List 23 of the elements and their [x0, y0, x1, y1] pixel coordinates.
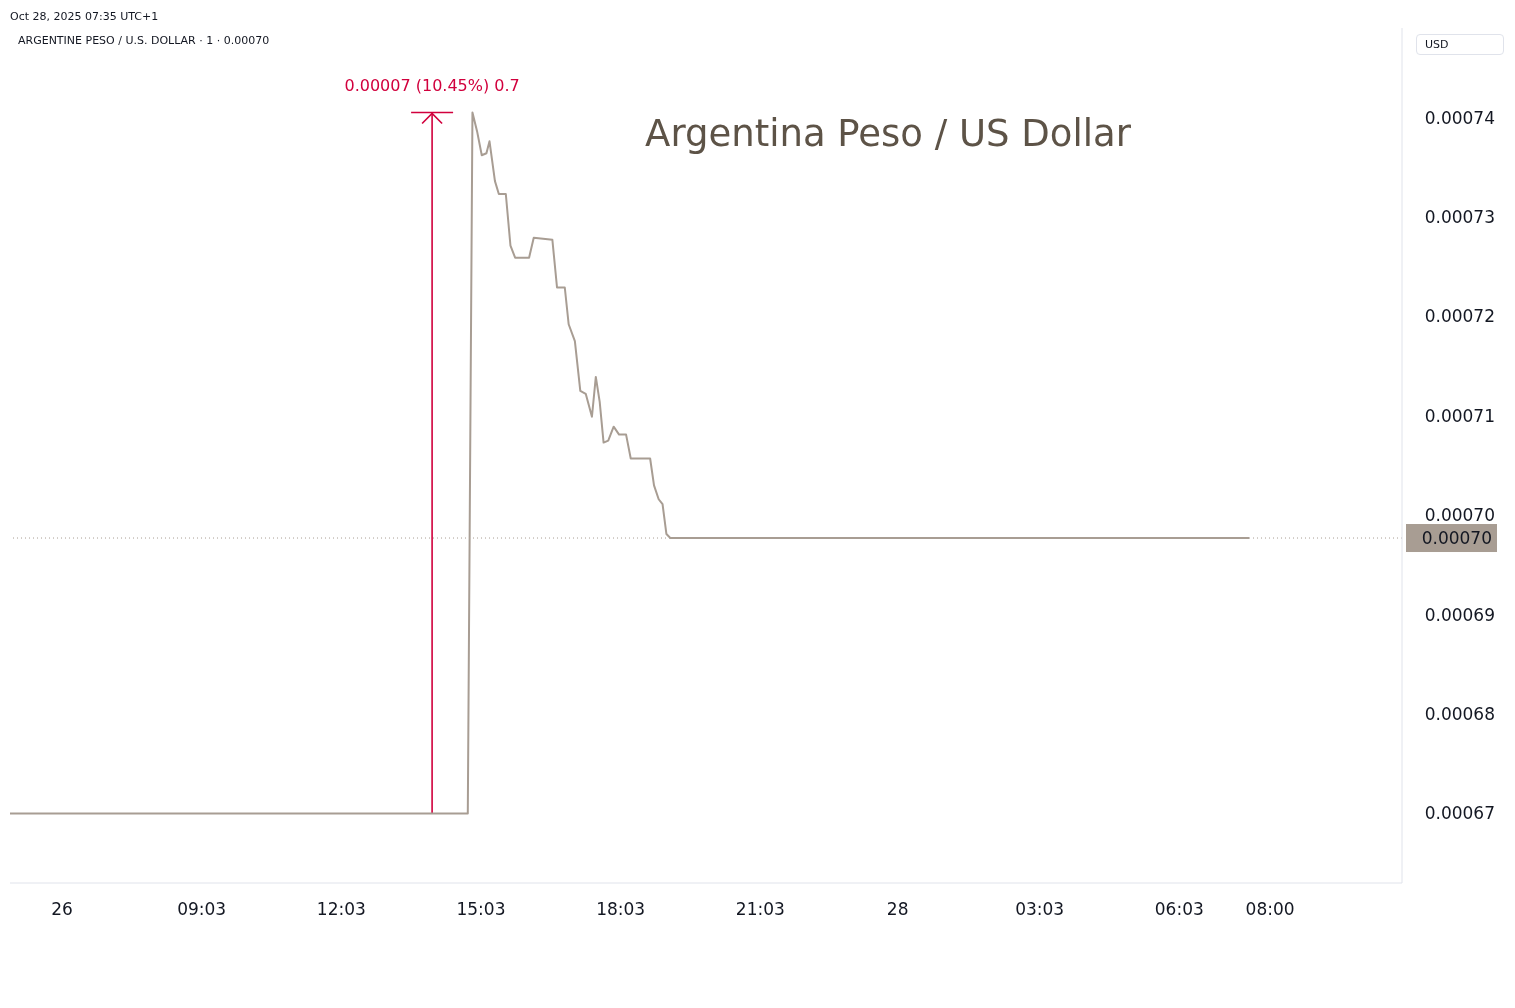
x-tick-label: 12:03: [316, 899, 366, 920]
y-tick-label: 0.00071: [1424, 405, 1495, 426]
annotation: ARGENTINE PESO / U.S. DOLLAR · 1 · 0.00070: [18, 34, 270, 47]
y-tick-label: 0.00073: [1424, 206, 1495, 227]
x-tick-label: 15:03: [456, 899, 506, 920]
x-tick-label: 03:03: [1015, 899, 1065, 920]
x-tick-label: 26: [51, 899, 73, 920]
ref-line-label: 0.00007 (10.45%) 0.7: [344, 75, 520, 95]
y-tick-label: 0.00070: [1424, 505, 1495, 526]
x-tick-label: 08:00: [1245, 899, 1295, 920]
x-tick-label: 09:03: [177, 899, 227, 920]
text: Argentina Peso / US Dollar: [644, 112, 1132, 155]
y-tick-label: 0.00074: [1424, 107, 1495, 128]
x-tick-label: 28: [886, 899, 909, 920]
y-tick-label: 0.00072: [1424, 306, 1495, 327]
y-tick-label: 0.00069: [1424, 604, 1495, 625]
y-tick-label: 0.00068: [1424, 704, 1495, 725]
x-tick-label: 06:03: [1154, 899, 1204, 920]
text: USD: [1416, 34, 1504, 55]
x-tick-label: 21:03: [735, 899, 785, 920]
y-tick-label: 0.00067: [1424, 803, 1495, 824]
x-tick-label: 18:03: [596, 899, 646, 920]
text: Oct 28, 2025 07:35 UTC+1: [10, 10, 159, 23]
